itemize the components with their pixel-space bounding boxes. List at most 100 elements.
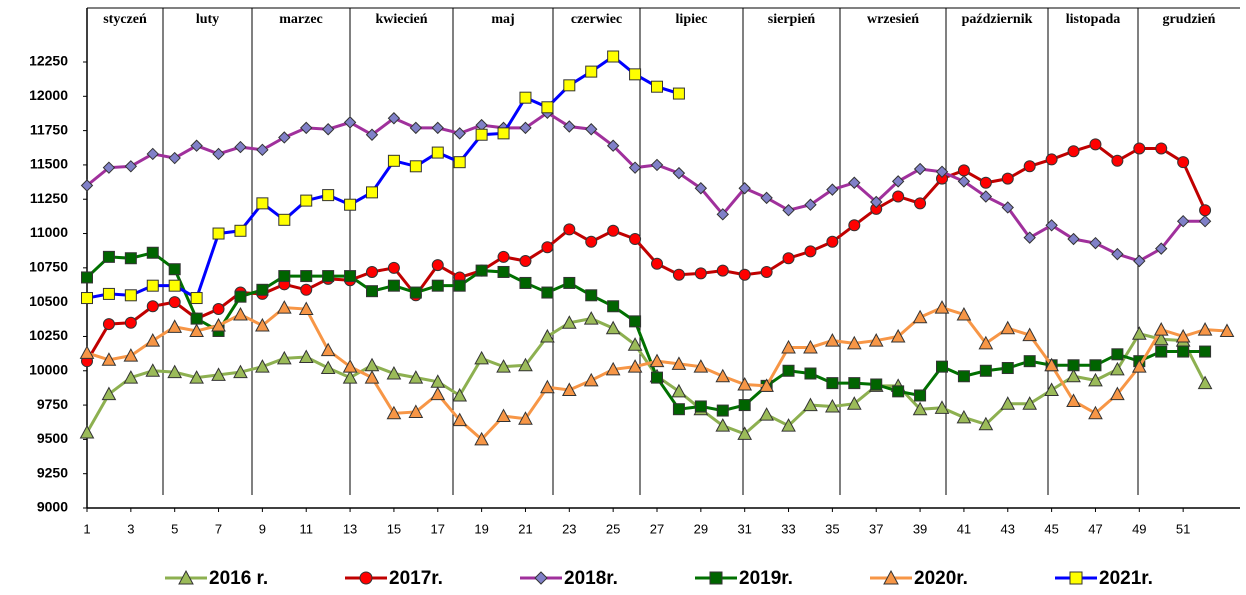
marker: [320, 342, 336, 357]
marker: [234, 224, 247, 237]
marker: [737, 426, 753, 440]
marker: [430, 386, 446, 401]
marker: [540, 379, 555, 394]
marker: [300, 194, 313, 207]
marker: [322, 270, 335, 283]
marker: [497, 265, 510, 278]
marker: [474, 431, 489, 446]
marker: [804, 245, 817, 258]
series-line: [86, 110, 1206, 263]
y-tick-label: 9000: [37, 499, 68, 515]
marker: [409, 286, 422, 299]
marker: [936, 360, 948, 373]
y-tick-label: 12000: [29, 87, 68, 103]
marker: [650, 158, 664, 172]
x-tick-label: 37: [869, 521, 883, 536]
marker: [848, 219, 861, 232]
month-label: październik: [962, 12, 1033, 27]
marker: [649, 353, 665, 368]
marker: [607, 224, 620, 237]
marker: [366, 186, 378, 199]
marker: [298, 301, 314, 316]
x-tick-label: 19: [474, 521, 488, 536]
marker: [1089, 236, 1102, 250]
month-label: grudzień: [1163, 12, 1216, 27]
series-line: [85, 251, 1206, 413]
marker: [364, 370, 380, 384]
marker: [453, 156, 466, 169]
marker: [629, 68, 642, 81]
marker: [408, 404, 424, 418]
marker: [694, 400, 707, 413]
marker: [891, 175, 905, 188]
month-label: listopada: [1066, 12, 1120, 27]
marker: [342, 370, 358, 384]
marker: [760, 191, 773, 205]
marker: [518, 357, 533, 372]
marker: [1069, 571, 1083, 585]
marker: [497, 127, 510, 140]
marker: [276, 300, 292, 314]
marker: [123, 370, 139, 384]
marker: [322, 189, 335, 202]
marker: [178, 569, 194, 585]
y-tick-label: 10750: [29, 259, 68, 275]
marker: [124, 289, 137, 302]
marker: [167, 319, 183, 333]
marker: [540, 328, 555, 343]
marker: [541, 101, 554, 114]
marker: [1000, 320, 1016, 335]
marker: [716, 404, 729, 417]
marker: [627, 337, 643, 351]
marker: [585, 65, 598, 78]
marker: [518, 411, 533, 425]
marker: [102, 161, 116, 174]
marker: [651, 371, 663, 384]
marker: [563, 120, 576, 133]
y-tick-label: 9250: [37, 464, 68, 480]
marker: [1155, 242, 1168, 255]
marker: [848, 176, 861, 189]
marker: [671, 383, 687, 398]
marker: [1067, 145, 1080, 158]
month-label: sierpień: [768, 12, 816, 27]
y-tick-label: 10500: [29, 293, 68, 309]
marker: [409, 121, 423, 135]
marker: [561, 315, 577, 329]
month-label: marzec: [279, 12, 323, 27]
marker: [145, 363, 161, 377]
marker: [1153, 331, 1169, 346]
marker: [583, 311, 599, 325]
marker: [782, 252, 795, 265]
x-tick-label: 45: [1044, 521, 1058, 536]
marker: [212, 303, 225, 316]
marker: [234, 140, 247, 154]
marker: [255, 359, 270, 373]
marker: [782, 364, 795, 377]
marker: [475, 264, 488, 277]
marker: [79, 345, 95, 359]
marker: [475, 128, 488, 141]
marker: [212, 227, 225, 240]
marker: [1023, 160, 1036, 173]
marker: [452, 387, 468, 402]
marker: [585, 123, 598, 136]
y-tick-label: 11000: [30, 224, 68, 240]
marker: [190, 312, 203, 325]
marker: [365, 128, 379, 141]
marker: [386, 405, 402, 420]
marker: [234, 290, 247, 303]
x-tick-label: 29: [694, 521, 708, 536]
marker: [211, 317, 226, 332]
marker: [979, 190, 993, 203]
marker: [300, 121, 313, 135]
marker: [124, 160, 138, 173]
marker: [541, 286, 554, 299]
marker: [978, 416, 994, 431]
marker: [738, 399, 751, 412]
marker: [934, 300, 950, 314]
x-tick-label: 41: [957, 521, 971, 536]
marker: [452, 412, 468, 427]
marker: [80, 179, 94, 192]
marker: [606, 139, 620, 152]
